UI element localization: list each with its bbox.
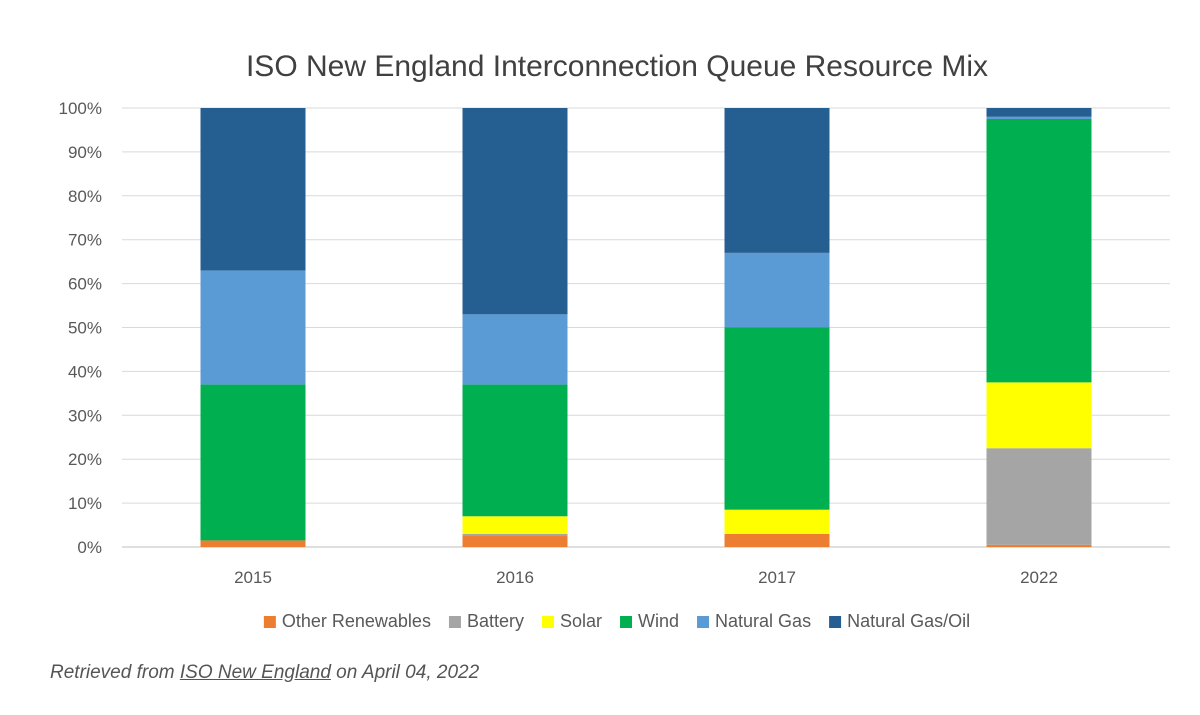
bar-segment-wind-2017 (724, 327, 830, 510)
legend-item: Battery (448, 611, 524, 631)
source-link[interactable]: ISO New England (179, 662, 331, 683)
bar-segment-other-renewables-2017 (724, 533, 830, 547)
bar-segment-natural-gas-oil-2022 (986, 108, 1092, 117)
bar-segment-other-renewables-2022 (986, 544, 1092, 547)
bar-segment-natural-gas-2016 (462, 314, 568, 385)
bars (200, 108, 1092, 547)
legend-label: Natural Gas (715, 611, 811, 631)
legend-swatch (448, 616, 461, 628)
legend-label: Other Renewables (282, 611, 431, 631)
y-axis-tick-labels: 0% 10% 20% 30% 40% 50% 60% 70% 80% 90% 100% (59, 99, 102, 557)
legend-label: Natural Gas/Oil (847, 611, 970, 631)
legend-item: Other Renewables (263, 611, 431, 631)
x-tick-label: 2022 (1020, 568, 1058, 587)
bar-segment-solar-2022 (986, 382, 1092, 449)
bar-segment-solar-2016 (462, 516, 568, 534)
y-tick-label: 80% (68, 187, 102, 206)
legend-label: Battery (467, 611, 524, 631)
legend-item: Wind (620, 611, 679, 631)
x-axis-tick-labels: 2015 2016 2017 2022 (234, 568, 1058, 587)
legend-swatch (829, 616, 842, 628)
bar-segment-other-renewables-2016 (462, 536, 568, 547)
y-tick-label: 60% (68, 275, 102, 294)
bar-segment-wind-2015 (200, 384, 306, 541)
legend-swatch (697, 616, 710, 628)
legend-item: Solar (541, 611, 602, 631)
y-tick-label: 50% (68, 319, 102, 338)
y-tick-label: 30% (68, 406, 102, 425)
source-caption: Retrieved from ISO New England on April … (50, 662, 479, 684)
x-tick-label: 2016 (496, 568, 534, 587)
bar-segment-natural-gas-2022 (986, 116, 1092, 119)
caption-prefix: Retrieved from (50, 662, 180, 683)
bar-segment-natural-gas-2017 (724, 252, 830, 328)
bar-segment-natural-gas-oil-2016 (462, 108, 568, 315)
y-tick-label: 90% (68, 143, 102, 162)
x-tick-label: 2017 (758, 568, 796, 587)
legend-label: Solar (560, 611, 602, 631)
legend-item: Natural Gas (697, 611, 811, 631)
bar-segment-other-renewables-2015 (200, 540, 306, 547)
y-tick-label: 40% (68, 362, 102, 381)
legend-swatch (263, 616, 276, 628)
chart-title: ISO New England Interconnection Queue Re… (246, 50, 988, 83)
bar-segment-wind-2016 (462, 384, 568, 517)
legend-label: Wind (638, 611, 679, 631)
bar-segment-battery-2016 (462, 533, 568, 537)
legend: Other Renewables Battery Solar Wind Natural … (263, 611, 970, 631)
legend-swatch (620, 616, 633, 628)
y-tick-label: 100% (59, 99, 102, 118)
legend-swatch (541, 616, 554, 628)
bar-segment-solar-2017 (724, 509, 830, 534)
bar-segment-wind-2022 (986, 118, 1092, 383)
bar-segment-natural-gas-2015 (200, 270, 306, 385)
bar-segment-battery-2022 (986, 448, 1092, 545)
caption-suffix: on April 04, 2022 (330, 662, 480, 683)
bar-segment-natural-gas-oil-2015 (200, 108, 306, 271)
stacked-bar-chart: ISO New England Interconnection Queue Re… (59, 50, 1170, 631)
y-tick-label: 70% (68, 231, 102, 250)
chart: ISO New England Interconnection Queue Re… (59, 50, 1170, 631)
y-tick-label: 20% (68, 450, 102, 469)
y-tick-label: 10% (68, 494, 102, 513)
bar-segment-natural-gas-oil-2017 (724, 108, 830, 253)
legend-item: Natural Gas/Oil (829, 611, 970, 631)
x-tick-label: 2015 (234, 568, 272, 587)
y-tick-label: 0% (77, 538, 102, 557)
